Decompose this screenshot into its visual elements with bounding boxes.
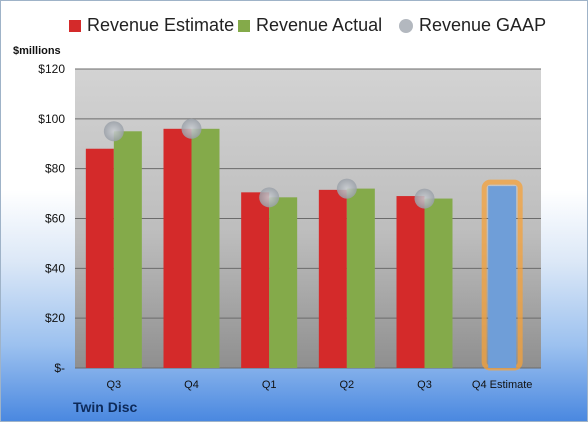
chart-legend: Revenue Estimate Revenue Actual Revenue … <box>1 1 587 41</box>
y-tick-label: $- <box>54 361 65 375</box>
bar-revenue-estimate <box>318 189 347 368</box>
legend-label-revenue-actual: Revenue Actual <box>256 15 383 35</box>
y-tick-label: $80 <box>45 162 65 176</box>
legend-swatch-revenue-estimate <box>69 19 81 32</box>
y-tick-label: $120 <box>38 62 65 76</box>
legend-item-revenue-estimate: Revenue Estimate <box>69 15 234 36</box>
dot-revenue-gaap <box>103 121 124 142</box>
x-tick-label: Q2 <box>339 379 354 391</box>
bar-revenue-actual <box>269 197 298 368</box>
dot-revenue-gaap <box>259 187 280 208</box>
bar-revenue-estimate-forecast <box>488 186 517 368</box>
x-tick-label: Q4 Estimate <box>472 379 533 391</box>
y-axis-units-label: $millions <box>13 45 61 57</box>
bar-revenue-actual <box>346 188 375 368</box>
dot-revenue-gaap <box>336 178 357 199</box>
company-name: Twin Disc <box>73 399 138 415</box>
bar-revenue-estimate <box>396 196 425 368</box>
y-tick-label: $100 <box>38 112 65 126</box>
bar-revenue-actual <box>424 198 453 368</box>
y-tick-label: $40 <box>45 261 65 275</box>
bar-revenue-actual <box>113 131 142 368</box>
y-tick-label: $20 <box>45 311 65 325</box>
bar-revenue-estimate <box>85 148 114 368</box>
legend-item-revenue-actual: Revenue Actual <box>238 15 382 36</box>
dot-revenue-gaap <box>181 118 202 139</box>
x-tick-label: Q3 <box>106 379 121 391</box>
legend-dot-revenue-gaap <box>399 18 413 33</box>
legend-label-revenue-gaap: Revenue GAAP <box>419 15 547 35</box>
legend-item-revenue-gaap: Revenue GAAP <box>399 15 546 36</box>
bar-revenue-estimate <box>241 192 270 368</box>
x-tick-label: Q1 <box>262 379 277 391</box>
y-tick-label: $60 <box>45 212 65 226</box>
x-tick-label: Q4 <box>184 379 199 391</box>
dot-revenue-gaap <box>414 188 435 209</box>
legend-label-revenue-estimate: Revenue Estimate <box>87 15 235 35</box>
x-tick-label: Q3 <box>417 379 432 391</box>
bar-revenue-actual <box>191 128 220 368</box>
legend-swatch-revenue-actual <box>238 19 250 32</box>
bar-revenue-estimate <box>163 128 192 368</box>
